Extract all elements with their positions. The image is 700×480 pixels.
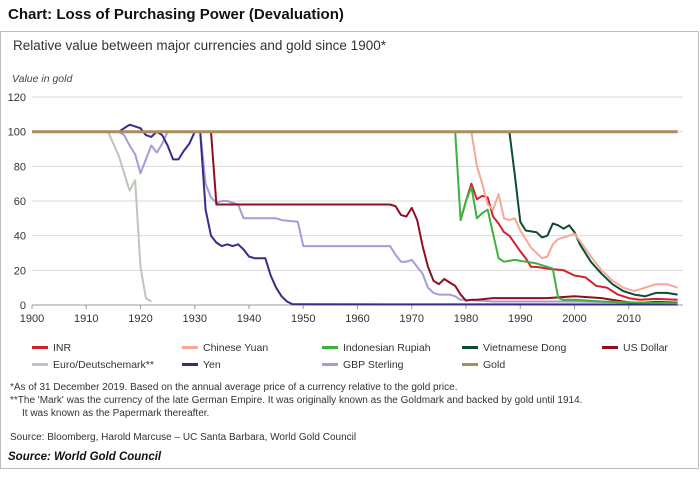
x-tick-label: 1920: [128, 313, 152, 325]
legend-item: Indonesian Rupiah: [322, 340, 431, 355]
y-tick-label: 0: [20, 300, 26, 312]
legend-swatch: [462, 363, 478, 366]
legend-swatch: [32, 363, 48, 366]
page-source: Source: World Gold Council: [8, 451, 162, 463]
x-tick-label: 1970: [400, 313, 424, 325]
legend-item: US Dollar: [602, 340, 668, 355]
legend-swatch: [602, 346, 618, 349]
line-chart: 0 20 40 60 80 100 120 1900 1910 1920 1930 1940 1950 1…: [8, 92, 683, 325]
series-line-vietnamese-dong: [508, 131, 678, 298]
y-tick-label: 60: [14, 196, 26, 208]
legend-item: Chinese Yuan: [182, 340, 268, 355]
y-tick-label: 100: [8, 127, 26, 139]
footnotes: *As of 31 December 2019. Based on the an…: [10, 381, 690, 420]
legend-item: Gold: [462, 357, 505, 372]
chart-source: Source: Bloomberg, Harold Marcuse – UC S…: [10, 432, 357, 443]
legend-label: INR: [53, 341, 72, 354]
series-line-euro-deutschemark: [32, 130, 152, 303]
legend-label: US Dollar: [623, 341, 668, 354]
x-tick-label: 1960: [345, 313, 369, 325]
legend-label: Gold: [483, 358, 506, 371]
x-tick-label: 1950: [291, 313, 315, 325]
page-title: Chart: Loss of Purchasing Power (Devalua…: [8, 6, 344, 23]
legend-swatch: [322, 346, 338, 349]
legend-label: Indonesian Rupiah: [343, 341, 431, 354]
series-line-indonesian-rupiah: [454, 131, 678, 305]
legend-label: Euro/Deutschemark**: [53, 358, 154, 371]
legend-item: Vietnamese Dong: [462, 340, 566, 355]
legend-label: Vietnamese Dong: [483, 341, 567, 354]
x-tick-label: 2010: [617, 313, 641, 325]
legend-label: Yen: [203, 358, 221, 371]
x-tick-label: 1900: [20, 313, 44, 325]
legend-label: GBP Sterling: [343, 358, 404, 371]
legend-swatch: [182, 363, 198, 366]
footnote-1: *As of 31 December 2019. Based on the an…: [10, 382, 458, 393]
x-tick-label: 1940: [237, 313, 261, 325]
y-tick-label: 20: [14, 265, 26, 277]
y-axis-label: Value in gold: [12, 73, 73, 85]
chart-legend: INR Chinese Yuan Indonesian Rupiah Vietname…: [32, 340, 692, 374]
legend-swatch: [322, 363, 338, 366]
legend-item: Euro/Deutschemark**: [32, 357, 154, 372]
x-tick-label: 1910: [74, 313, 98, 325]
footnote-3: It was known as the Papermark thereafter…: [22, 408, 210, 419]
chart-title: Relative value between major currencies …: [13, 38, 386, 53]
y-tick-label: 40: [14, 231, 26, 243]
x-tick-label: 2000: [562, 313, 586, 325]
legend-item: GBP Sterling: [322, 357, 404, 372]
chart-frame: [0, 31, 699, 469]
series-line-us-dollar: [32, 130, 678, 304]
y-tick-label: 80: [14, 161, 26, 173]
footnote-2: **The 'Mark' was the currency of the lat…: [10, 395, 583, 406]
legend-label: Chinese Yuan: [203, 341, 269, 354]
x-tick-label: 1980: [454, 313, 478, 325]
legend-item: Yen: [182, 357, 221, 372]
series-line-gbp-sterling: [32, 130, 678, 305]
legend-swatch: [32, 346, 48, 349]
legend-item: INR: [32, 340, 71, 355]
legend-swatch: [182, 346, 198, 349]
series-line-inr: [459, 182, 678, 301]
legend-swatch: [462, 346, 478, 349]
x-tick-label: 1930: [183, 313, 207, 325]
y-tick-label: 120: [8, 92, 26, 104]
x-tick-label: 1990: [508, 313, 532, 325]
series-line-yen: [32, 123, 678, 306]
series-line-chinese-yuan: [470, 131, 678, 293]
